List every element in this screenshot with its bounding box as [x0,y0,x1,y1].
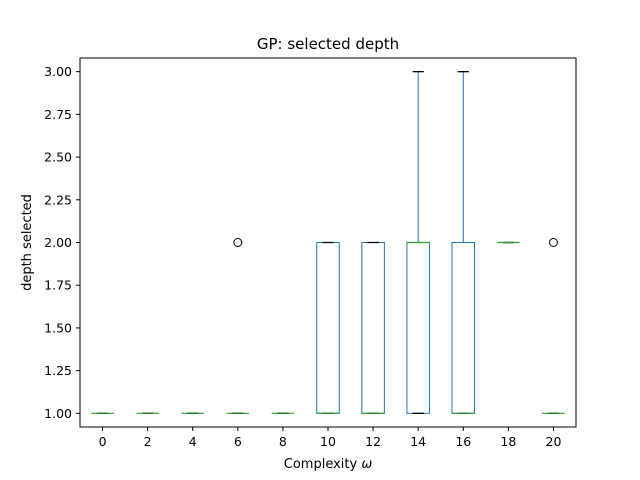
y-tick-label: 1.75 [44,278,72,293]
y-tick-label: 2.25 [44,192,72,207]
box [316,242,340,414]
chart-title: GP: selected depth [257,35,399,53]
y-tick-label: 1.25 [44,363,72,378]
y-tick-label: 1.00 [44,406,72,421]
box [361,242,385,414]
outlier-point [233,238,243,247]
omega-symbol: ω [361,457,372,472]
x-axis-label-text: Complexity [284,457,362,472]
x-tick-label: 6 [234,434,242,449]
box-group-16 [451,71,476,414]
y-axis-label: depth selected [20,194,35,291]
y-tick-label: 2.75 [44,107,72,122]
x-tick-label: 14 [410,434,426,449]
y-tick-label: 1.50 [44,320,72,335]
outlier-point [548,238,558,247]
plot-area [91,71,565,414]
x-tick-label: 2 [144,434,152,449]
x-tick-label: 16 [455,434,471,449]
box-group-14 [406,71,430,414]
y-tick-label: 2.50 [44,150,72,165]
x-tick-label: 10 [320,434,336,449]
box-group-20 [542,238,565,414]
x-tick-label: 20 [546,434,562,449]
y-tick-label: 2.00 [44,235,72,250]
x-axis: 0 2 4 6 8 10 12 14 16 18 20 [99,427,562,449]
box-group-10 [316,241,340,414]
y-axis: 1.00 1.25 1.50 1.75 2.00 2.25 2.50 2.75 3.00 [44,64,80,421]
x-tick-label: 4 [189,434,197,449]
box-group-6 [226,238,250,414]
y-tick-label: 3.00 [44,64,72,79]
x-axis-label: Complexity ω [284,457,373,472]
box [451,242,476,414]
box [406,242,430,414]
x-tick-label: 12 [365,434,381,449]
x-tick-label: 18 [500,434,516,449]
x-tick-label: 0 [99,434,107,449]
box-group-12 [361,241,385,414]
x-tick-label: 8 [279,434,287,449]
